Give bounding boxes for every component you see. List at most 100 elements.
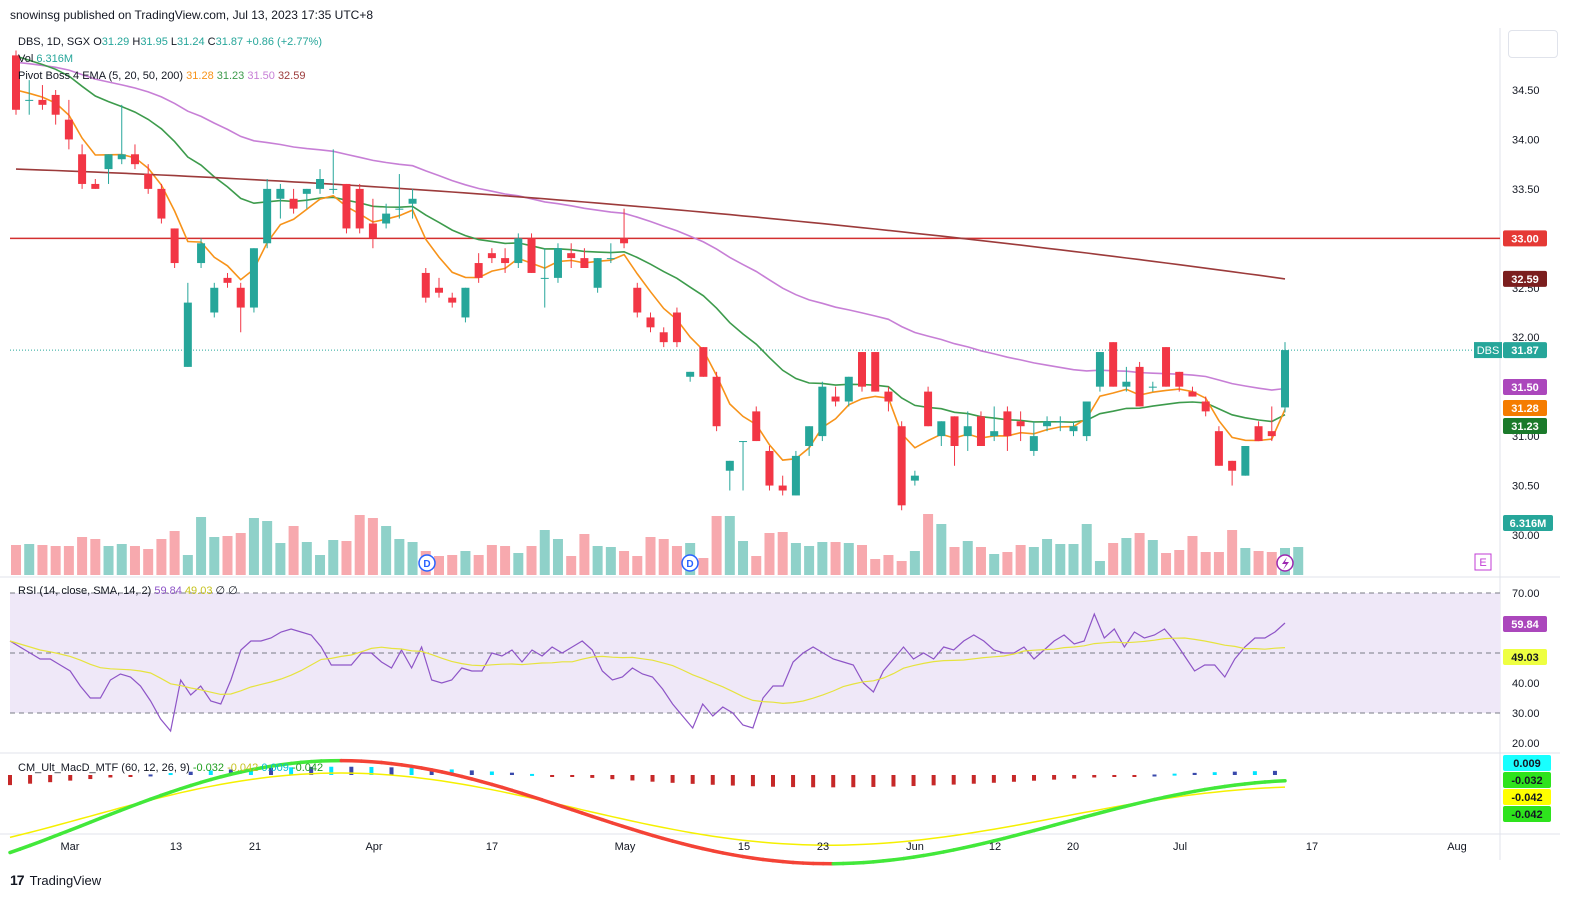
candle-body [553, 248, 562, 278]
badge-rsi: 59.84 [1511, 619, 1539, 631]
candle-body [1122, 381, 1131, 387]
macd-histogram-bar [148, 774, 153, 777]
candle-body [844, 376, 853, 402]
volume-bar [1094, 561, 1105, 575]
volume-bar [566, 556, 577, 575]
volume-bar [1266, 552, 1277, 575]
volume-bar [1002, 552, 1013, 575]
macd-histogram-bar [289, 767, 294, 775]
tradingview-logo-icon: 17 [10, 872, 25, 888]
macd-histogram-bar [429, 768, 434, 775]
time-tick-label: Apr [365, 841, 382, 853]
badge-ema50-bg [1503, 379, 1547, 395]
volume-bars [11, 514, 1304, 575]
dividend-marker-label: D [423, 559, 430, 570]
candle-body [897, 426, 906, 506]
candle-body [620, 238, 629, 244]
volume-bar [24, 544, 35, 575]
badge-symbol: DBS [1477, 345, 1500, 357]
volume-bar [883, 555, 894, 575]
volume-bar [962, 541, 973, 575]
time-tick-label: 21 [249, 841, 261, 853]
macd-line-segment [68, 824, 83, 832]
volume-bar [367, 518, 378, 575]
badge-volume-bg [1503, 515, 1553, 531]
candle-body [910, 475, 919, 481]
volume-bar [909, 551, 920, 575]
macd-histogram-bar [1092, 775, 1097, 778]
volume-bar [605, 547, 616, 575]
candle-body [302, 188, 311, 194]
badge-ema5-bg [1503, 400, 1547, 416]
ema50-line [15, 61, 1286, 391]
dividend-marker [418, 554, 436, 572]
macd-histogram-bar [1132, 775, 1137, 777]
price-tick-label: 34.50 [1512, 85, 1540, 97]
candle-body [1082, 401, 1091, 437]
volume-bar [288, 526, 299, 575]
volume-bar [341, 541, 352, 575]
volume-bar [1240, 548, 1251, 575]
badge-macd-hist: 0.009 [1513, 758, 1541, 770]
candle-body [25, 99, 34, 101]
badge-ema20-bg [1503, 418, 1547, 434]
candle-body [249, 248, 258, 308]
volume-bar [354, 515, 365, 575]
macd-histogram-bar [449, 769, 454, 775]
time-tick-label: 15 [738, 841, 750, 853]
macd-histogram-bar [1212, 772, 1217, 775]
rsi-tick-label: 30.00 [1512, 708, 1540, 720]
macd-line-segment [88, 816, 103, 824]
macd-line-segment [520, 791, 534, 799]
candle-body [818, 386, 827, 437]
candle-body [593, 258, 602, 288]
macd-histogram-bar [8, 775, 12, 786]
macd-histogram-bar [730, 775, 735, 786]
candle-body [659, 332, 668, 343]
candle-body [924, 391, 933, 427]
volume-bar [116, 544, 127, 575]
badge-symbol-bg [1474, 342, 1502, 359]
time-tick-label: 13 [170, 841, 182, 853]
volume-bar [738, 541, 749, 575]
volume-bar [645, 537, 656, 575]
candle-body [778, 485, 787, 491]
volume-bar [724, 516, 735, 575]
macd-line-segment [580, 811, 595, 819]
macd-histogram-bar [469, 770, 474, 775]
macd-histogram-bar [610, 775, 615, 780]
macd-histogram-bar [1192, 772, 1197, 775]
macd-histogram-bar [88, 775, 93, 780]
candle-body [831, 396, 840, 402]
badge-rsi-sma-bg [1503, 649, 1547, 665]
volume-bar [1200, 552, 1211, 575]
macd-line-segment [58, 828, 72, 836]
candle-body [765, 450, 774, 486]
candle-body [1188, 391, 1197, 397]
macd-histogram-bar [710, 775, 715, 785]
badge-macd-signal2: -0.042 [1511, 809, 1542, 821]
chart-settings-box[interactable] [1508, 30, 1558, 58]
macd-line-segment [1273, 778, 1287, 784]
candle-body [38, 99, 47, 105]
candle-body [1201, 401, 1210, 412]
badge-macd-value: -0.032 [1511, 775, 1542, 787]
volume-bar [1055, 544, 1066, 575]
candle-body [990, 431, 999, 437]
candle-body [64, 119, 73, 140]
candle-body [1003, 411, 1012, 437]
macd-histogram-bar [1152, 774, 1157, 777]
macd-histogram-bar [991, 775, 996, 783]
volume-bar [843, 543, 854, 575]
candle-body [395, 208, 404, 210]
macd-histogram-bar [871, 775, 876, 787]
volume-bar [1253, 551, 1264, 575]
volume-bar [1187, 536, 1198, 575]
candle-body [316, 179, 325, 189]
time-tick-label: Jul [1173, 841, 1187, 853]
candle-body [1228, 460, 1237, 471]
macd-histogram-bar [550, 775, 555, 777]
volume-bar [552, 539, 563, 575]
macd-line-segment [610, 821, 625, 828]
